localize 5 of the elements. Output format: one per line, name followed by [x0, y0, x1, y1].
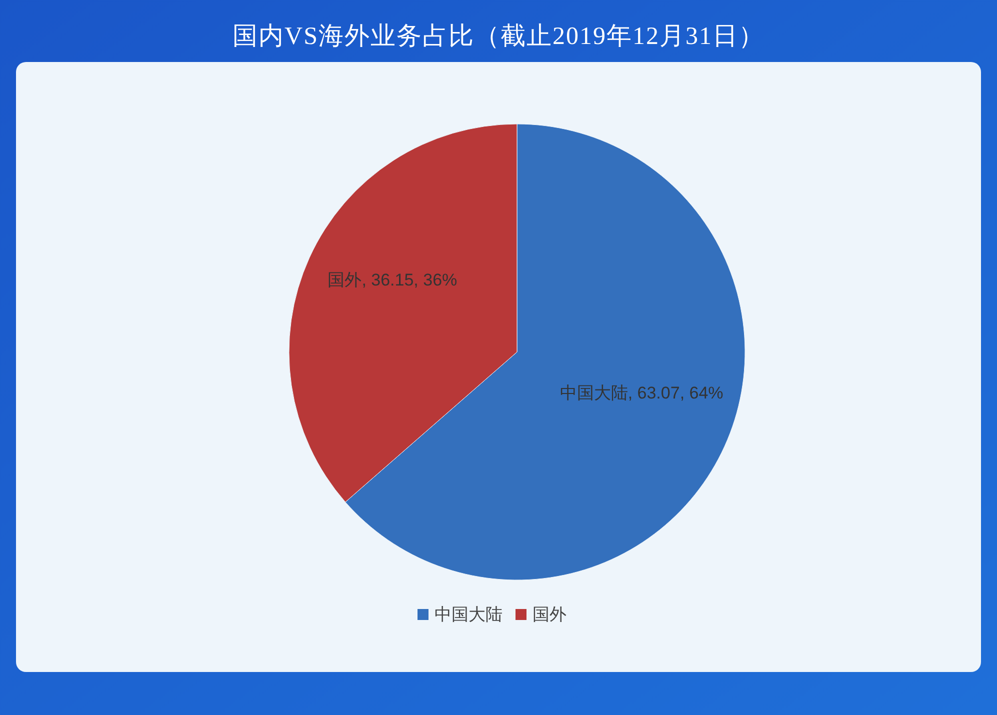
data-label: 国外, 36.15, 36% — [328, 270, 458, 290]
chart-title: 国内VS海外业务占比（截止2019年12月31日） — [232, 23, 764, 50]
legend-label: 国外 — [532, 605, 566, 624]
legend-label: 中国大陆 — [434, 605, 502, 624]
data-label: 中国大陆, 63.07, 64% — [560, 384, 724, 403]
